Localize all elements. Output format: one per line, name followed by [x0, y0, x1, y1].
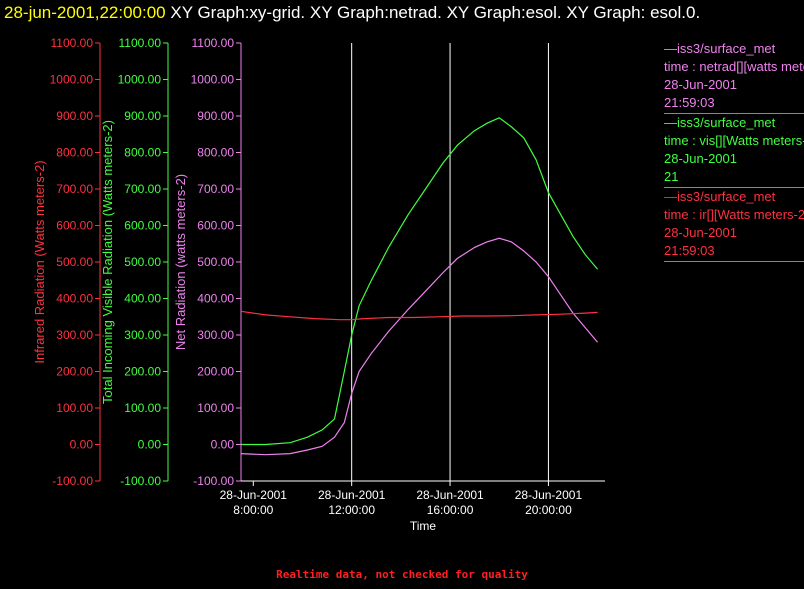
- y-tick-label: 700.00: [124, 182, 161, 196]
- series-line-netrad: [240, 237, 599, 456]
- y-tick-label: 700.00: [197, 182, 234, 196]
- y-tick-label: 800.00: [197, 146, 234, 160]
- y-tick-label: 1100.00: [192, 36, 235, 50]
- y-tick-label: 300.00: [124, 328, 161, 342]
- y-tick-label: 1000.00: [118, 73, 162, 87]
- legend-text: —iss3/surface_met: [664, 189, 776, 204]
- y-tick-label: 100.00: [197, 401, 234, 415]
- legend-text: 21:59:03: [664, 95, 715, 110]
- y-tick-label: 100.00: [56, 401, 93, 415]
- x-axis-label: Time: [410, 519, 437, 533]
- y-tick-label: 600.00: [197, 219, 234, 233]
- y-tick-label: -100.00: [193, 474, 234, 488]
- y-axis-label: Net Radiation (watts meters-2): [173, 174, 188, 350]
- x-tick-label: 28-Jun-2001: [515, 488, 583, 502]
- y-tick-label: 200.00: [124, 365, 161, 379]
- y-axis-label: Infrared Radiation (Watts meters-2): [32, 160, 47, 363]
- legend-text: 28-Jun-2001: [664, 225, 737, 240]
- y-tick-label: 0.00: [211, 438, 235, 452]
- y-tick-label: 700.00: [56, 182, 93, 196]
- legend-text: time : netrad[][watts meters-2]: [664, 59, 804, 74]
- series-line-vis: [241, 117, 599, 446]
- y-tick-label: 400.00: [197, 292, 234, 306]
- y-tick-label: 900.00: [56, 109, 93, 123]
- x-tick-label: 28-Jun-2001: [318, 488, 386, 502]
- chart-title: 28-jun-2001,22:00:00 XY Graph:xy-grid. X…: [4, 2, 794, 24]
- y-tick-label: 400.00: [56, 292, 93, 306]
- y-tick-label: 100.00: [124, 401, 161, 415]
- legend-text: —iss3/surface_met: [664, 41, 776, 56]
- y-tick-label: 0.00: [138, 438, 162, 452]
- x-tick-label: 20:00:00: [525, 503, 572, 517]
- y-tick-label: 1100.00: [51, 36, 94, 50]
- series-line-ir: [240, 310, 598, 321]
- x-tick-label: 28-Jun-2001: [220, 488, 288, 502]
- title-graph-list: XY Graph:xy-grid. XY Graph:netrad. XY Gr…: [165, 3, 701, 22]
- legend-text: 21:59:03: [664, 243, 715, 258]
- y-tick-label: 200.00: [197, 365, 234, 379]
- x-tick-label: 12:00:00: [328, 503, 375, 517]
- y-tick-label: 300.00: [197, 328, 234, 342]
- legend-text: 28-Jun-2001: [664, 151, 737, 166]
- y-tick-label: 500.00: [124, 255, 161, 269]
- y-tick-label: 1000.00: [50, 73, 94, 87]
- y-tick-label: -100.00: [120, 474, 161, 488]
- x-tick-label: 8:00:00: [233, 503, 273, 517]
- legend-text: 21: [664, 169, 679, 184]
- y-tick-label: -100.00: [52, 474, 93, 488]
- legend-text: time : vis[][Watts meters-2]: [664, 133, 804, 148]
- y-tick-label: 500.00: [197, 255, 234, 269]
- y-tick-label: 600.00: [124, 219, 161, 233]
- y-tick-label: 800.00: [56, 146, 93, 160]
- title-timestamp: 28-jun-2001,22:00:00: [4, 3, 166, 22]
- y-tick-label: 0.00: [70, 438, 94, 452]
- y-tick-label: 200.00: [56, 365, 93, 379]
- y-tick-label: 500.00: [56, 255, 93, 269]
- y-axis-label: Total Incoming Visible Radiation (Watts …: [100, 120, 115, 404]
- quality-footer: Realtime data, not checked for quality: [276, 568, 528, 581]
- y-tick-label: 1100.00: [119, 36, 162, 50]
- y-tick-label: 1000.00: [191, 73, 235, 87]
- x-tick-label: 28-Jun-2001: [416, 488, 484, 502]
- y-tick-label: 800.00: [124, 146, 161, 160]
- legend-text: time : ir[][Watts meters-2]: [664, 207, 804, 222]
- y-tick-label: 900.00: [197, 109, 234, 123]
- x-tick-label: 16:00:00: [427, 503, 474, 517]
- legend-text: 28-Jun-2001: [664, 77, 737, 92]
- legend-text: —iss3/surface_met: [664, 115, 776, 130]
- y-tick-label: 300.00: [56, 328, 93, 342]
- y-tick-label: 400.00: [124, 292, 161, 306]
- y-tick-label: 900.00: [124, 109, 161, 123]
- y-tick-label: 600.00: [56, 219, 93, 233]
